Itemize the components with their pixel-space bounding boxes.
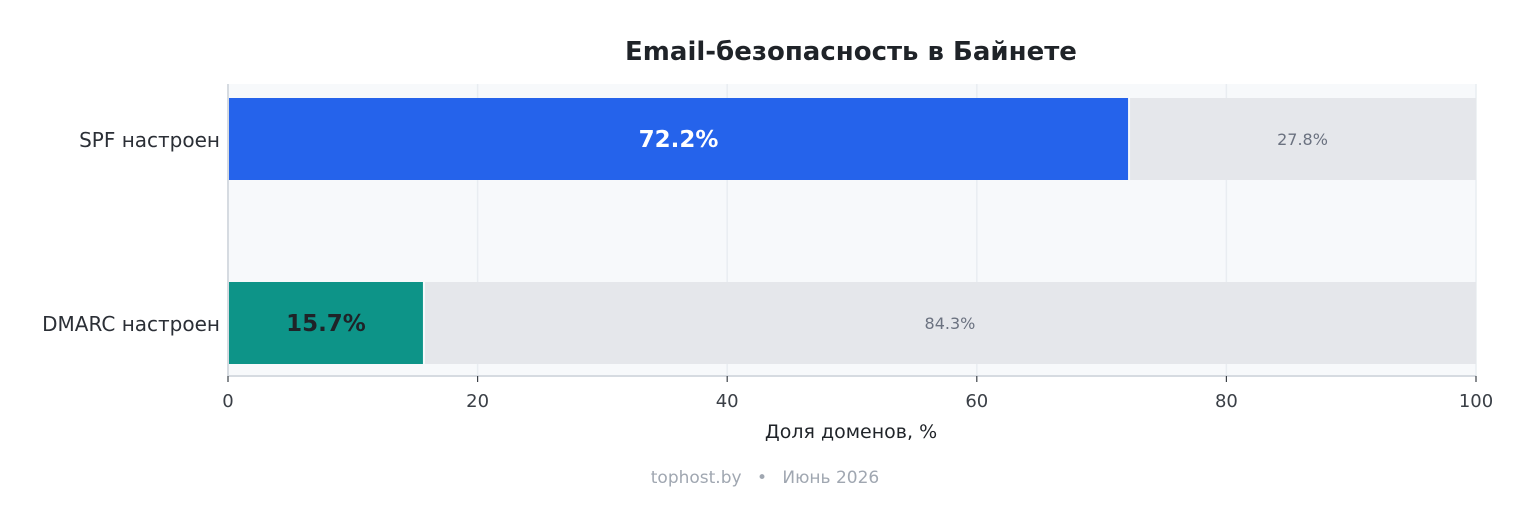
x-tick-label: 60 — [965, 391, 988, 412]
bar-value-label: 15.7% — [286, 311, 366, 337]
category-label: DMARC настроен — [42, 312, 220, 336]
x-axis: 0 20 40 60 80 100 — [222, 84, 1493, 412]
footer-separator: • — [757, 468, 767, 488]
bar-primary — [229, 98, 1129, 180]
x-tick-label: 100 — [1459, 391, 1493, 412]
bars: 72.2% 27.8% 15.7% 84.3% — [229, 98, 1476, 364]
category-labels: SPF настроен DMARC настроен — [42, 128, 220, 336]
chart-title: Email-безопасность в Байнете — [625, 37, 1077, 67]
bar-value-label: 72.2% — [639, 127, 719, 153]
bar-remainder — [424, 282, 1476, 364]
footer-date: Июнь 2026 — [782, 468, 879, 488]
bar-remainder-label: 84.3% — [925, 314, 976, 333]
x-tick-label: 0 — [222, 391, 233, 412]
x-axis-label: Доля доменов, % — [765, 421, 937, 443]
footer-source: tophost.by — [651, 468, 742, 488]
bar-remainder-label: 27.8% — [1277, 130, 1328, 149]
footer: tophost.by • Июнь 2026 — [651, 468, 880, 488]
x-tick-label: 40 — [716, 391, 739, 412]
bar-primary — [229, 282, 423, 364]
x-tick-label: 20 — [466, 391, 489, 412]
x-tick-label: 80 — [1215, 391, 1238, 412]
category-label: SPF настроен — [79, 128, 220, 152]
bar-remainder — [1130, 98, 1476, 180]
